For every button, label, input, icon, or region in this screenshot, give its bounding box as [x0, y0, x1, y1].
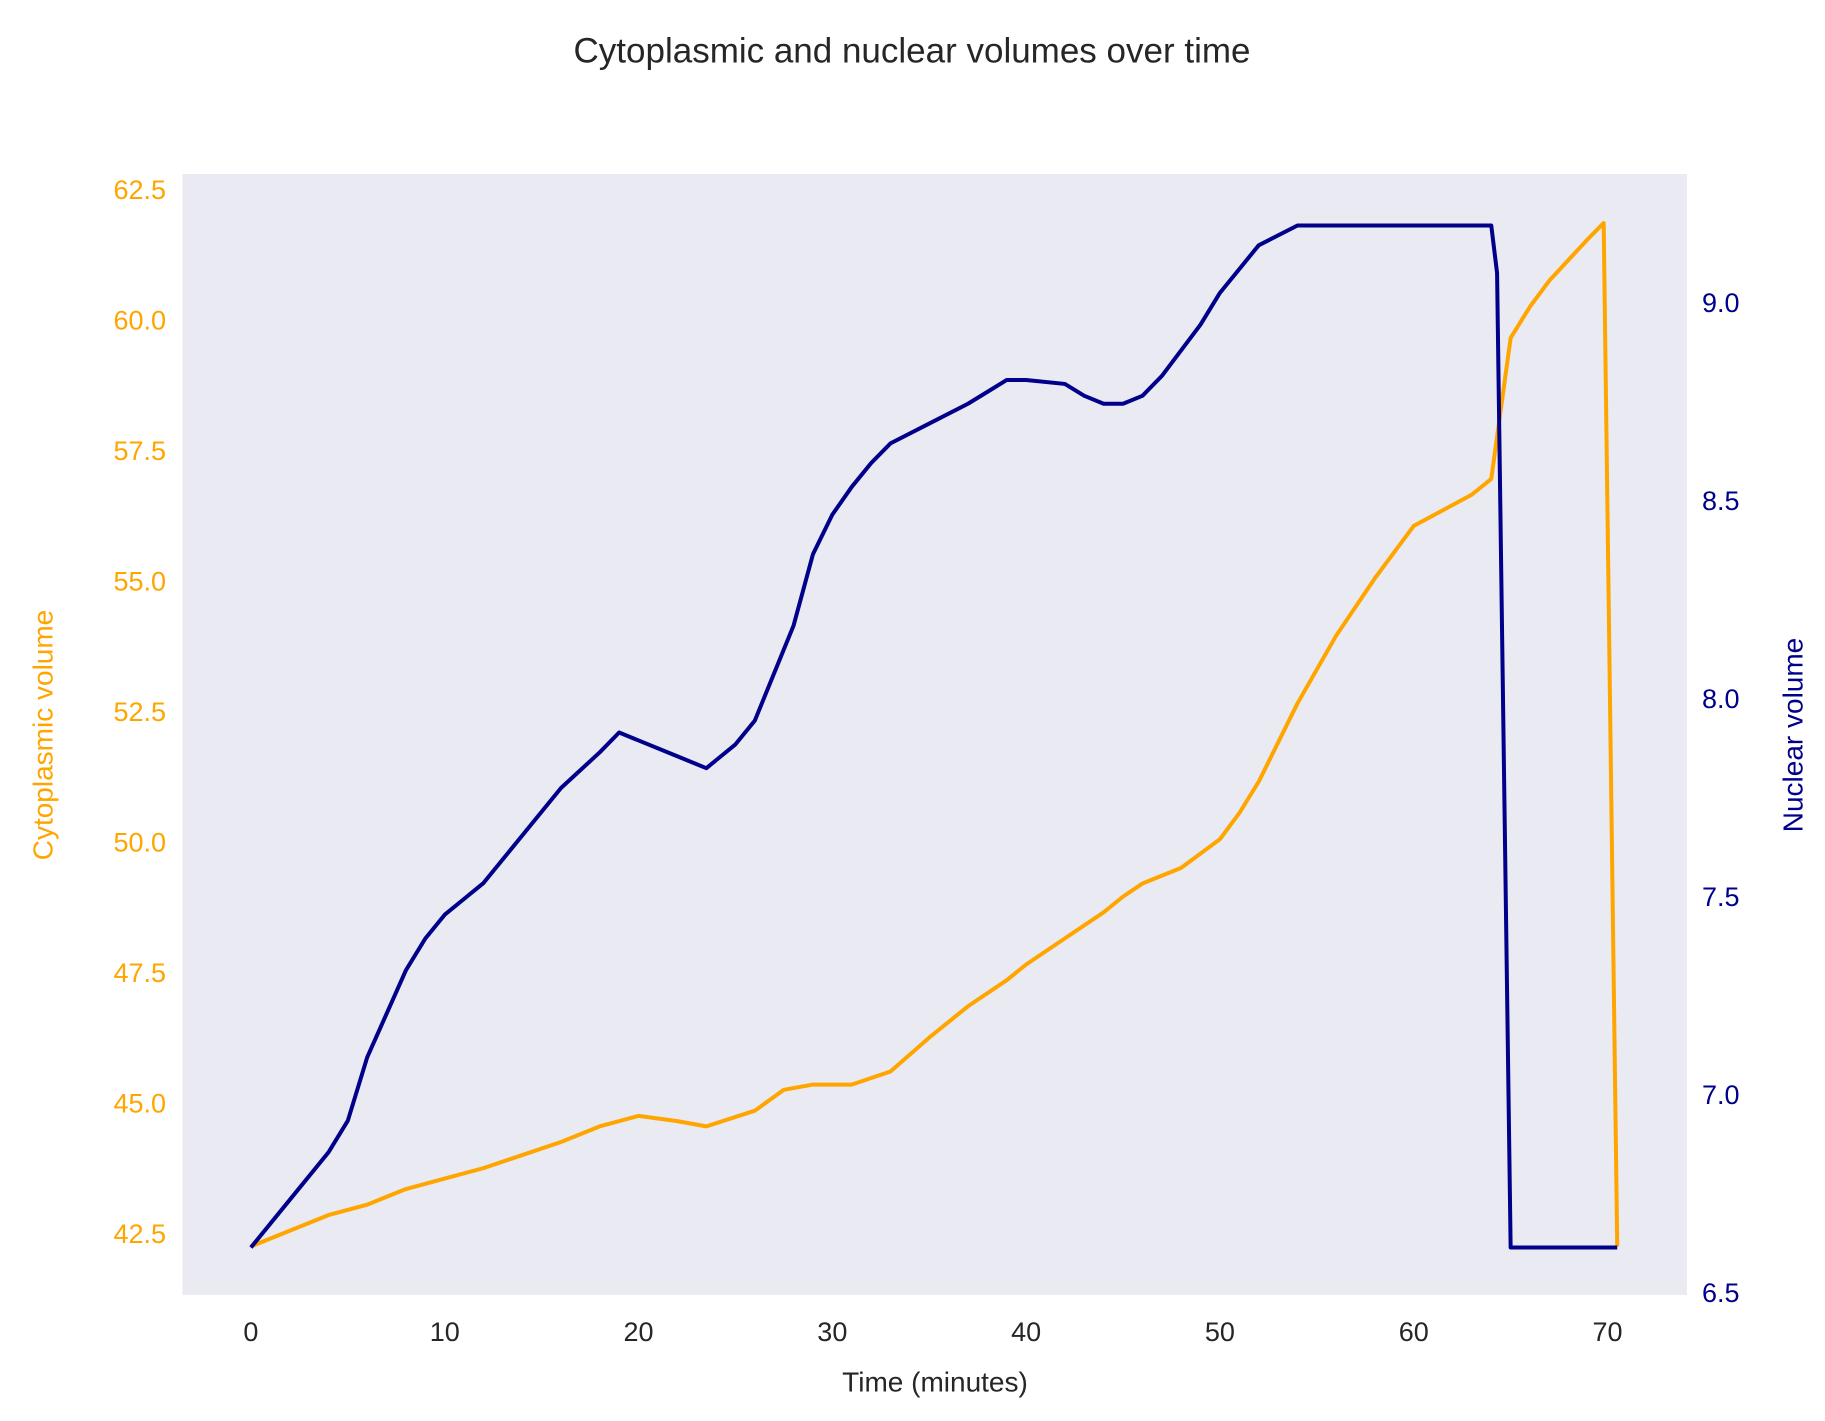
y2-tick-label: 9.0 — [1702, 288, 1740, 318]
y-axis-label: Cytoplasmic volume — [27, 610, 58, 861]
chart-title: Cytoplasmic and nuclear volumes over tim… — [574, 31, 1251, 70]
x-tick-label: 0 — [243, 1317, 258, 1347]
y-tick-label: 42.5 — [113, 1219, 166, 1249]
x-tick-label: 70 — [1593, 1317, 1623, 1347]
y2-tick-label: 6.5 — [1702, 1278, 1740, 1308]
y-tick-label: 50.0 — [113, 828, 166, 858]
y-tick-label: 62.5 — [113, 175, 166, 205]
series-line — [249, 223, 1618, 1250]
series-line — [250, 221, 1620, 1249]
plot-area — [182, 174, 1687, 1295]
x-tick-label: 60 — [1399, 1317, 1429, 1347]
x-tick-label: 10 — [430, 1317, 460, 1347]
y2-axis-label: Nuclear volume — [1777, 638, 1808, 833]
x-tick-label: 50 — [1205, 1317, 1235, 1347]
x-tick-label: 20 — [623, 1317, 653, 1347]
y2-tick-label: 7.0 — [1702, 1080, 1740, 1110]
y-tick-label: 47.5 — [113, 958, 166, 988]
y-tick-label: 57.5 — [113, 436, 166, 466]
y-tick-label: 55.0 — [113, 566, 166, 596]
y2-tick-label: 8.5 — [1702, 486, 1740, 516]
x-axis-label: Time (minutes) — [842, 1366, 1028, 1397]
y2-tick-label: 8.0 — [1702, 684, 1740, 714]
y-tick-label: 45.0 — [113, 1089, 166, 1119]
y-tick-label: 60.0 — [113, 305, 166, 335]
x-tick-label: 30 — [817, 1317, 847, 1347]
y2-tick-label: 7.5 — [1702, 882, 1740, 912]
y-tick-label: 52.5 — [113, 697, 166, 727]
x-tick-label: 40 — [1011, 1317, 1041, 1347]
